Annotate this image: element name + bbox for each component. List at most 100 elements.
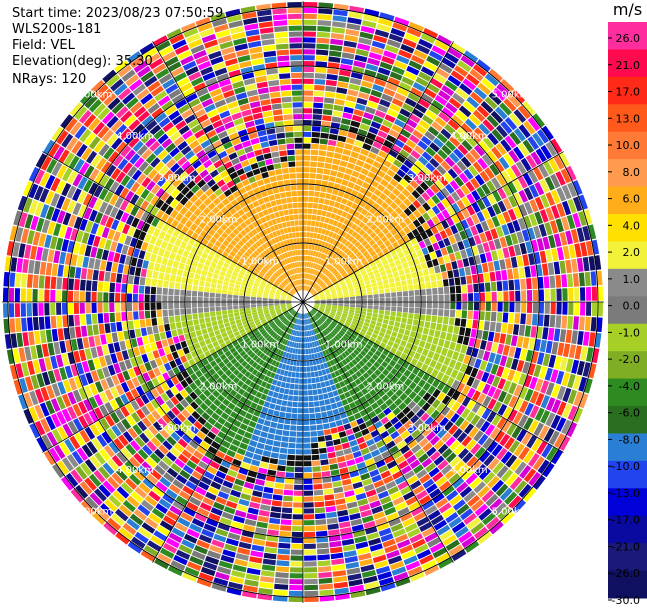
velocity-gate	[276, 368, 282, 375]
velocity-gate	[479, 302, 486, 311]
velocity-gate	[245, 476, 256, 484]
velocity-gate	[349, 291, 355, 295]
velocity-gate	[328, 315, 334, 320]
velocity-gate	[545, 382, 555, 396]
velocity-gate	[441, 324, 448, 332]
velocity-gate	[222, 549, 236, 558]
velocity-gate	[318, 309, 324, 313]
velocity-gate	[394, 118, 406, 128]
velocity-gate	[355, 226, 362, 233]
velocity-gate	[499, 236, 508, 248]
velocity-gate	[335, 248, 341, 255]
velocity-gate	[596, 270, 603, 286]
velocity-gate	[341, 118, 351, 126]
velocity-gate	[150, 342, 158, 351]
velocity-gate	[370, 180, 380, 188]
velocity-gate	[438, 502, 452, 514]
velocity-gate	[422, 442, 433, 453]
velocity-gate	[229, 526, 242, 535]
velocity-gate	[314, 227, 319, 233]
velocity-gate	[504, 491, 518, 505]
velocity-gate	[411, 228, 420, 237]
velocity-gate	[321, 180, 329, 187]
velocity-gate	[298, 396, 303, 402]
velocity-gate	[15, 318, 22, 333]
velocity-gate	[338, 166, 346, 173]
velocity-gate	[318, 318, 324, 324]
velocity-gate	[508, 245, 516, 257]
velocity-gate	[224, 543, 238, 552]
velocity-gate	[189, 440, 199, 450]
velocity-gate	[238, 467, 249, 476]
velocity-gate	[384, 240, 392, 247]
velocity-gate	[448, 516, 462, 529]
velocity-gate	[45, 329, 53, 343]
velocity-gate	[269, 511, 281, 519]
velocity-gate	[260, 393, 268, 401]
velocity-gate	[272, 494, 283, 501]
velocity-gate	[326, 341, 332, 348]
velocity-gate	[502, 380, 512, 392]
velocity-gate	[441, 107, 454, 118]
velocity-gate	[232, 564, 247, 573]
velocity-gate	[369, 357, 376, 365]
velocity-gate	[326, 151, 335, 158]
velocity-gate	[415, 103, 427, 114]
velocity-gate	[504, 117, 518, 131]
velocity-gate	[365, 343, 372, 350]
velocity-gate	[276, 328, 281, 334]
velocity-gate	[86, 268, 94, 280]
velocity-gate	[351, 278, 358, 283]
velocity-gate	[358, 422, 367, 431]
velocity-gate	[115, 468, 128, 481]
velocity-gate	[180, 308, 186, 315]
velocity-gate	[347, 17, 362, 25]
velocity-gate	[332, 351, 338, 358]
velocity-gate	[177, 438, 188, 448]
velocity-gate	[294, 467, 303, 473]
velocity-gate	[324, 355, 329, 362]
velocity-gate	[252, 376, 259, 383]
velocity-gate	[398, 460, 409, 470]
velocity-gate	[343, 173, 351, 181]
velocity-gate	[366, 368, 374, 376]
velocity-gate	[218, 445, 228, 454]
velocity-gate	[481, 408, 492, 420]
velocity-gate	[495, 142, 507, 156]
velocity-gate	[341, 399, 349, 406]
velocity-gate	[154, 448, 165, 460]
velocity-gate	[244, 579, 259, 587]
velocity-gate	[284, 478, 294, 484]
velocity-gate	[312, 126, 321, 132]
velocity-gate	[228, 286, 234, 291]
velocity-gate	[438, 302, 444, 309]
velocity-gate	[386, 134, 397, 144]
velocity-gate	[371, 333, 378, 339]
velocity-gate	[310, 262, 314, 268]
velocity-gate	[207, 271, 214, 278]
velocity-gate	[32, 274, 39, 289]
velocity-gate	[474, 358, 482, 369]
velocity-gate	[182, 346, 190, 355]
velocity-gate	[198, 393, 207, 402]
velocity-gate	[355, 326, 362, 331]
velocity-gate	[409, 296, 415, 302]
velocity-gate	[337, 135, 347, 143]
velocity-gate	[333, 271, 339, 276]
velocity-gate	[366, 228, 373, 235]
velocity-gate	[162, 440, 173, 451]
velocity-gate	[425, 315, 432, 322]
velocity-gate	[505, 454, 518, 468]
velocity-gate	[377, 251, 384, 258]
velocity-gate	[225, 500, 238, 509]
velocity-gate	[103, 292, 109, 302]
velocity-gate	[469, 131, 482, 144]
velocity-gate	[8, 287, 15, 302]
velocity-gate	[486, 180, 496, 193]
velocity-gate	[482, 136, 495, 149]
velocity-gate	[205, 491, 217, 501]
velocity-gate	[326, 299, 332, 301]
velocity-gate	[186, 528, 200, 539]
velocity-gate	[95, 507, 110, 521]
velocity-gate	[294, 478, 303, 485]
